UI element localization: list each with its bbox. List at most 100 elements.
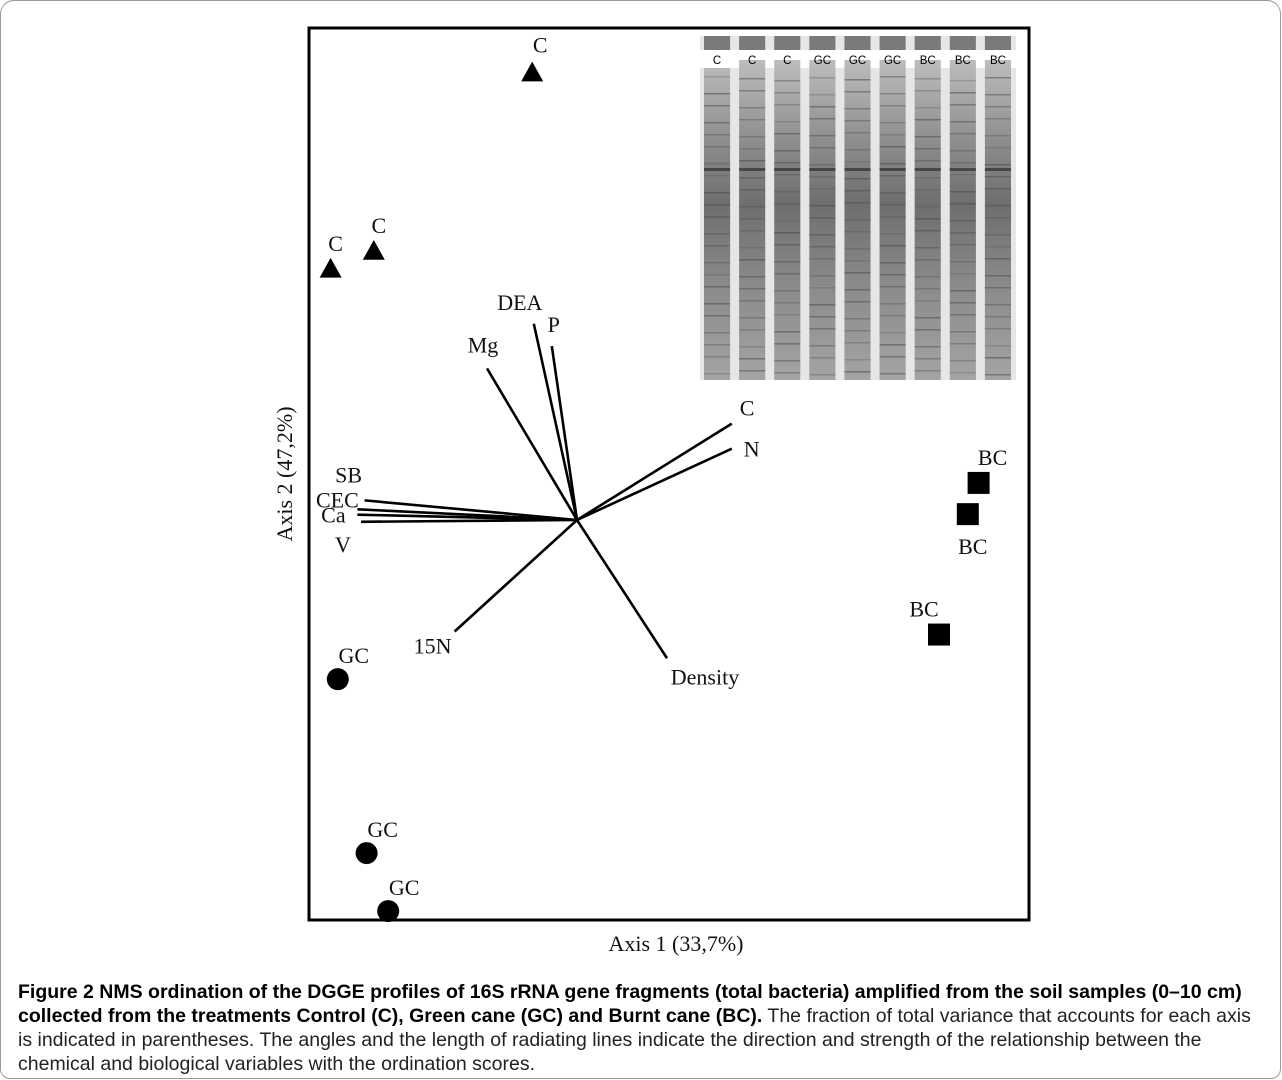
point-layer: C C C BC BC BC GC GC GC — [319, 33, 1007, 923]
gel-band — [844, 260, 871, 262]
gel-band — [914, 329, 941, 331]
vector-line-c — [576, 422, 733, 522]
gel-band — [774, 290, 801, 292]
gel-well — [984, 36, 1011, 50]
gel-band — [739, 90, 766, 92]
gel-band — [949, 80, 976, 82]
gel-band — [739, 218, 766, 220]
point-marker-triangle — [521, 61, 544, 82]
gel-band — [774, 343, 801, 345]
gel-band — [879, 262, 906, 264]
point-label: C — [328, 231, 343, 256]
gel-lane — [984, 60, 1011, 380]
vector-line-n — [576, 447, 733, 522]
gel-band — [809, 234, 836, 236]
gel-band — [914, 189, 941, 191]
gel-band — [914, 230, 941, 232]
gel-band — [879, 204, 906, 206]
gel-band — [949, 150, 976, 152]
gel-band — [949, 104, 976, 106]
gel-band — [949, 244, 976, 246]
vector-label-c: C — [740, 396, 755, 421]
gel-band — [844, 330, 871, 332]
gel-band — [704, 216, 731, 218]
x-axis-title: Axis 1 (33,7%) — [608, 931, 743, 956]
gel-band — [704, 168, 731, 171]
gel-band — [844, 168, 871, 171]
gel-band — [914, 358, 941, 360]
vector-label-ca: Ca — [321, 503, 346, 528]
gel-band — [879, 163, 906, 165]
gel-band — [984, 304, 1011, 306]
gel-band — [844, 91, 871, 93]
gel-lane — [879, 60, 906, 380]
gel-well — [879, 36, 906, 50]
gel-band — [774, 232, 801, 234]
gel-band — [809, 287, 836, 289]
gel-band — [949, 92, 976, 94]
point-label: BC — [909, 597, 938, 622]
gel-band — [704, 286, 731, 288]
gel-band — [774, 273, 801, 275]
gel-band — [914, 136, 941, 138]
gel-band — [774, 92, 801, 94]
gel-lane-label: BC — [955, 55, 971, 67]
gel-band — [949, 232, 976, 234]
point-marker-square — [928, 623, 950, 646]
gel-band — [949, 220, 976, 222]
gel-band — [984, 164, 1011, 166]
vector-line-dea — [532, 323, 579, 521]
gel-band — [879, 168, 906, 171]
gel-band — [739, 230, 766, 232]
gel-band — [879, 332, 906, 334]
gel-band — [739, 78, 766, 80]
gel-band — [984, 234, 1011, 236]
gel-band — [774, 302, 801, 304]
gel-band — [844, 120, 871, 122]
vector-line-sb — [364, 499, 578, 522]
gel-band — [809, 304, 836, 306]
gel-well — [844, 36, 871, 50]
vector-label-cec: CEC — [316, 487, 359, 512]
gel-band — [774, 360, 801, 362]
point-marker-triangle — [319, 257, 342, 278]
gel-band — [844, 301, 871, 303]
gel-band — [879, 245, 906, 247]
point-label: BC — [958, 534, 987, 559]
gel-band — [879, 373, 906, 375]
gel-well — [704, 36, 731, 50]
vector-label-15n: 15N — [414, 634, 452, 659]
point-marker-square — [967, 471, 990, 494]
gel-band — [704, 93, 731, 95]
plot-frame — [307, 26, 1031, 922]
gel-band — [774, 261, 801, 263]
point-marker-square — [956, 503, 979, 526]
vector-label-n: N — [744, 437, 760, 462]
gel-band — [879, 233, 906, 235]
gel-band — [879, 315, 906, 317]
ordination-plot: C C C GC GC GC BC BC BC DEAPMgCNSBCECCaV15NDensi… — [272, 26, 1031, 956]
gel-band — [949, 174, 976, 176]
gel-band — [984, 345, 1011, 347]
gel-well — [774, 36, 801, 50]
gel-band — [704, 274, 731, 276]
gel-band — [809, 135, 836, 137]
gel-band — [914, 206, 941, 208]
vector-label-v: V — [335, 532, 351, 557]
point-marker-circle — [377, 900, 400, 923]
gel-band — [984, 316, 1011, 318]
gel-band — [949, 360, 976, 362]
vector-line-mg — [485, 367, 579, 521]
gel-band — [809, 246, 836, 248]
gel-band — [914, 370, 941, 372]
gel-lane — [949, 60, 976, 380]
gel-band — [739, 370, 766, 372]
gel-band — [809, 118, 836, 120]
gel-band — [739, 247, 766, 249]
gel-band — [844, 248, 871, 250]
gel-band — [704, 175, 731, 177]
gel-band — [844, 79, 871, 81]
gel-band — [809, 168, 836, 171]
gel-band — [879, 175, 906, 177]
gel-band — [984, 147, 1011, 149]
